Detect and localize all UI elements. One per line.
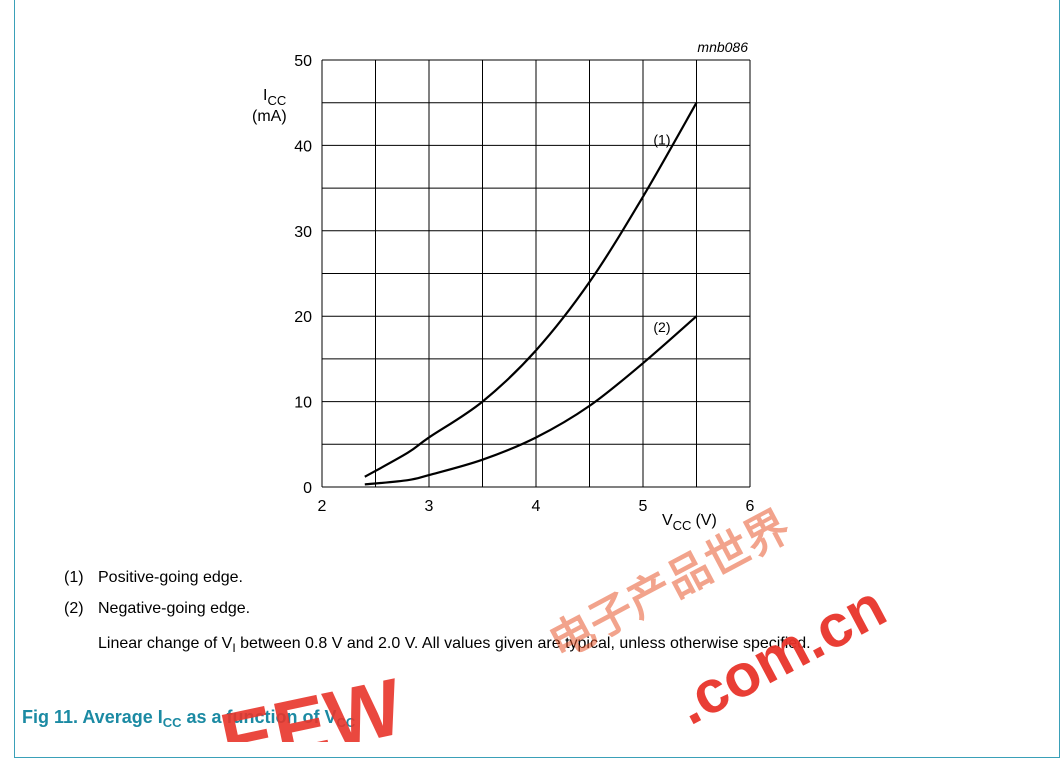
x-tick-label: 6 (746, 498, 755, 515)
y-tick-label: 40 (294, 138, 312, 155)
chart-curves: (1) (2) (364, 102, 698, 486)
x-tick-label: 3 (425, 498, 434, 515)
legend-marker: (2) (64, 600, 84, 617)
x-tick-label: 2 (318, 498, 327, 515)
y-tick-label: 10 (294, 395, 312, 412)
y-tick-label: 20 (294, 309, 312, 326)
legend-item: (1) Positive-going edge. (64, 568, 250, 588)
chart-grid (321, 59, 751, 488)
series-2-line (364, 315, 698, 486)
chart-note: Linear change of VI between 0.8 V and 2.… (98, 635, 811, 655)
legend-item: (2) Negative-going edge. (64, 599, 250, 619)
x-tick-label: 5 (639, 498, 648, 515)
figure-id: mnb086 (697, 39, 748, 55)
series-2-label: (2) (653, 319, 670, 335)
legend-marker: (1) (64, 569, 84, 586)
legend: (1) Positive-going edge. (2) Negative-go… (64, 568, 250, 630)
series-1-line (364, 102, 698, 478)
legend-text: Negative-going edge. (98, 600, 251, 617)
x-axis-label: VCC (V) (662, 512, 717, 533)
y-tick-label: 50 (294, 53, 312, 70)
series-1-label: (1) (653, 132, 670, 148)
y-axis-unit: (mA) (252, 108, 287, 125)
chart-ticks: 2 3 4 5 6 0 10 20 30 40 50 (294, 53, 754, 515)
legend-text: Positive-going edge. (98, 569, 243, 586)
y-axis-label: ICC (263, 87, 286, 108)
y-tick-label: 30 (294, 224, 312, 241)
y-tick-label: 0 (303, 480, 312, 497)
figure-caption: Fig 11. Average ICC as a function of VCC (22, 707, 356, 730)
x-tick-label: 4 (532, 498, 541, 515)
